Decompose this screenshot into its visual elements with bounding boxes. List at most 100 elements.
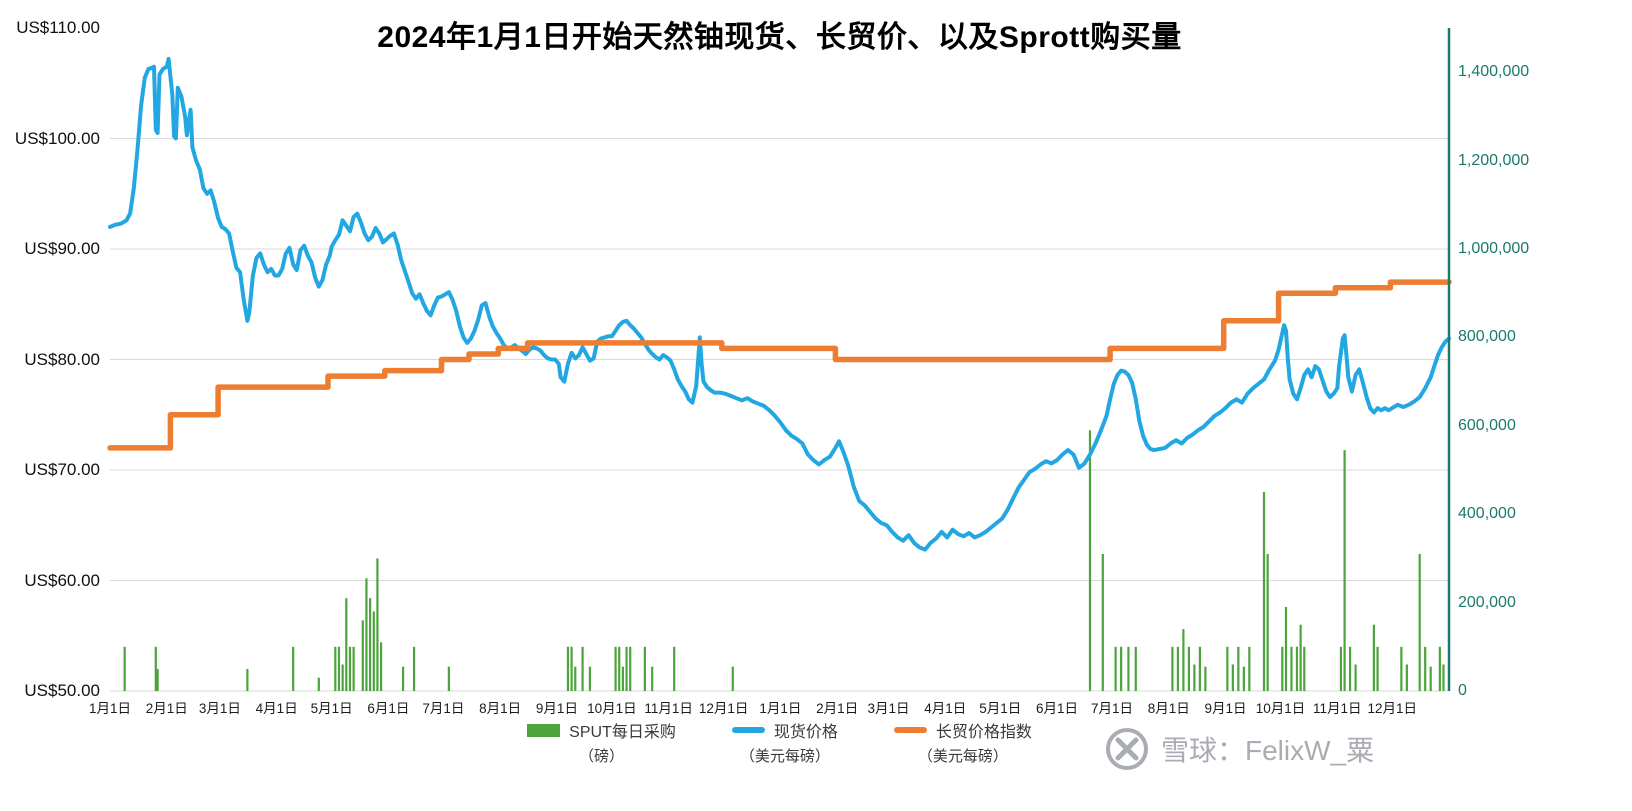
sput-bar xyxy=(292,646,295,691)
sput-bar xyxy=(246,668,249,691)
sput-bar xyxy=(1114,646,1117,691)
sput-bar xyxy=(376,558,379,691)
sput-bar xyxy=(1442,664,1445,691)
y-axis-left-label: US$70.00 xyxy=(24,460,100,479)
y-axis-left-label: US$80.00 xyxy=(24,349,100,369)
x-axis-label: 12月1日 xyxy=(698,701,749,716)
x-axis-label: 7月1日 xyxy=(1090,701,1133,716)
sput-bar xyxy=(341,664,344,691)
x-axis-label: 1月1日 xyxy=(759,701,802,716)
x-axis-label: 9月1日 xyxy=(1204,701,1247,716)
sput-bar xyxy=(348,646,352,691)
sput-bar xyxy=(1226,646,1229,691)
y-axis-right-label: 1,400,000 xyxy=(1458,63,1530,81)
x-axis-label: 10月1日 xyxy=(587,701,637,716)
legend-label-sput: SPUT每日采购 xyxy=(569,724,676,741)
sput-bar xyxy=(1295,646,1299,691)
sput-bar xyxy=(1127,646,1130,691)
sput-bar xyxy=(1418,553,1421,691)
y-axis-right-label: 1,000,000 xyxy=(1458,240,1530,257)
sput-bar xyxy=(629,646,632,691)
sput-bar xyxy=(1198,646,1201,691)
legend-sublabel-sput: （磅） xyxy=(578,748,624,765)
x-axis-label: 5月1日 xyxy=(310,701,353,716)
sput-bar xyxy=(1088,430,1092,691)
sput-bar xyxy=(345,598,348,691)
x-axis-label: 10月1日 xyxy=(1255,701,1306,716)
legend-item-sput: SPUT每日采购 （磅） xyxy=(527,718,676,766)
sput-bar xyxy=(372,611,375,691)
sput-bar xyxy=(1299,624,1302,691)
watermark: 雪球：FelixW_粟 xyxy=(1104,726,1374,772)
sput-bar xyxy=(673,646,676,691)
sput-bar xyxy=(1101,553,1104,691)
sput-bar xyxy=(337,646,341,691)
sput-bar xyxy=(154,646,157,691)
watermark-text: 雪球：FelixW_粟 xyxy=(1161,735,1375,766)
legend-label-lt: 长贸价格指数 xyxy=(935,724,1032,741)
x-axis-label: 3月1日 xyxy=(867,701,910,716)
sput-bar xyxy=(447,666,450,691)
sput-bar xyxy=(1438,646,1441,691)
sput-bar xyxy=(570,646,573,691)
y-axis-left-label: US$110.00 xyxy=(16,18,100,37)
x-axis-label: 9月1日 xyxy=(535,701,578,716)
sput-bar xyxy=(401,666,405,691)
x-axis-label: 8月1日 xyxy=(479,701,522,716)
sput-bars-series xyxy=(123,430,1445,691)
y-axis-right-label: 400,000 xyxy=(1458,505,1516,523)
x-axis-label: 2月1日 xyxy=(816,701,859,716)
sput-bar xyxy=(156,668,159,691)
sput-bar xyxy=(1339,646,1343,691)
x-axis-label: 4月1日 xyxy=(924,701,967,716)
sput-bar xyxy=(1290,646,1293,691)
sput-bar xyxy=(1372,624,1375,691)
x-axis-label: 5月1日 xyxy=(979,701,1022,716)
sput-bar xyxy=(379,642,383,691)
y-axis-left-label: US$50.00 xyxy=(24,681,100,700)
sput-bar xyxy=(1354,664,1357,691)
sput-bar xyxy=(1187,646,1190,691)
grid-lines xyxy=(110,138,1449,692)
sput-bar xyxy=(1182,629,1185,691)
sput-bar xyxy=(334,646,337,691)
sput-bar xyxy=(1343,450,1346,691)
sput-bar xyxy=(365,578,368,691)
sput-bar xyxy=(1262,492,1266,691)
x-axis-label: 12月1日 xyxy=(1367,701,1417,716)
sput-bar xyxy=(361,620,364,691)
y-axis-right-label: 1,200,000 xyxy=(1458,151,1530,169)
x-axis-label: 6月1日 xyxy=(367,701,410,716)
x-axis-label: 3月1日 xyxy=(198,701,241,716)
lt-series-swatch xyxy=(893,727,927,733)
sput-bar xyxy=(621,666,624,691)
y-axis-left-label: US$60.00 xyxy=(24,570,100,590)
sput-bar xyxy=(1242,666,1245,691)
sput-bar xyxy=(1176,646,1180,691)
sput-bar xyxy=(1237,646,1240,691)
sput-bar xyxy=(1231,664,1234,691)
sput-bar xyxy=(1400,646,1403,691)
y-axis-right-label: 800,000 xyxy=(1458,328,1516,346)
sput-bar xyxy=(581,646,584,691)
legend-sublabel-spot: （美元每磅） xyxy=(739,748,830,765)
sput-bar xyxy=(412,646,416,691)
x-axis-label: 4月1日 xyxy=(255,701,298,716)
sput-series-swatch xyxy=(527,723,561,737)
sput-bar xyxy=(1348,646,1352,691)
legend: SPUT每日采购 （磅） 现货价格 （美元每磅） 长贸价格指数 （美元每磅） xyxy=(110,718,1449,766)
x-axis-label: 1月1日 xyxy=(88,701,132,716)
sput-bar xyxy=(1248,646,1251,691)
sput-bar xyxy=(566,646,570,691)
sput-bar xyxy=(317,677,320,691)
sput-bar xyxy=(1193,664,1196,691)
sput-bar xyxy=(1303,646,1306,691)
sput-bar xyxy=(352,646,355,691)
sput-bar xyxy=(1266,553,1269,691)
xueqiu-logo-icon xyxy=(1106,728,1148,770)
sput-bar xyxy=(643,646,646,691)
spot-series-swatch xyxy=(731,727,765,733)
x-axis-label: 7月1日 xyxy=(422,701,465,716)
